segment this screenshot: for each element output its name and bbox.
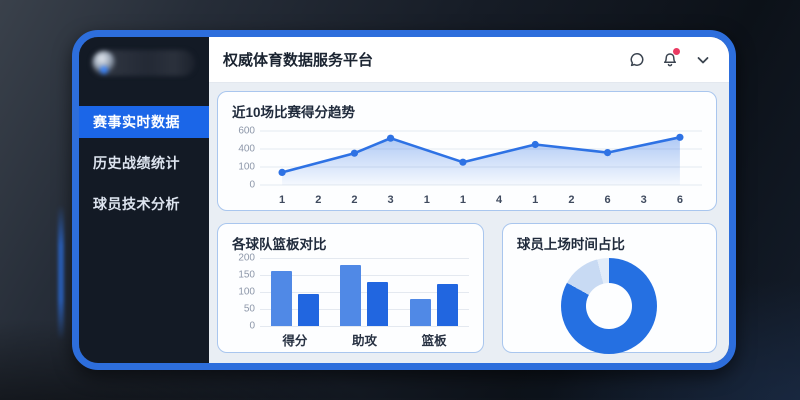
line-chart-plot bbox=[260, 126, 702, 190]
y-tick-label: 0 bbox=[249, 320, 255, 332]
line-chart-card: 近10场比赛得分趋势 600 400 100 0 1 2 2 3 1 1 4 1 2 6 3 6 bbox=[217, 91, 717, 211]
y-tick-label: 200 bbox=[238, 252, 255, 264]
y-tick-label: 100 bbox=[238, 286, 255, 298]
logo-glow bbox=[93, 51, 115, 73]
line-data-point bbox=[386, 134, 395, 142]
bar-chart-plot bbox=[260, 258, 469, 327]
line-data-point bbox=[531, 140, 539, 149]
bar-chart-x-axis: 得分 助攻 篮板 bbox=[260, 326, 469, 348]
line-data-point bbox=[278, 168, 286, 176]
y-tick-label: 150 bbox=[238, 269, 255, 281]
bar-chart-card: 各球队篮板对比 200 150 100 50 0 得分 助攻 篮板 bbox=[217, 223, 484, 353]
chevron-down-icon[interactable] bbox=[694, 51, 711, 68]
sidebar-item-1[interactable]: 历史战绩统计 bbox=[93, 155, 180, 171]
notification-badge bbox=[673, 48, 680, 55]
bar-group-2 bbox=[399, 258, 469, 326]
x-tick-label: 2 bbox=[315, 194, 322, 206]
grid-line bbox=[260, 326, 469, 327]
page-title: 权威体育数据服务平台 bbox=[223, 52, 374, 69]
line-chart-title: 近10场比赛得分趋势 bbox=[232, 105, 356, 120]
notification-bell-icon[interactable] bbox=[661, 48, 680, 68]
bar-category-label: 助攻 bbox=[351, 334, 377, 348]
main-panel: 权威体育数据服务平台 bbox=[209, 37, 729, 363]
x-tick-label: 1 bbox=[532, 194, 539, 206]
x-tick-label: 6 bbox=[676, 194, 683, 206]
line-chart-x-axis: 1 2 2 3 1 1 4 1 2 6 3 6 bbox=[260, 190, 702, 207]
sidebar-menu: 赛事实时数据历史战绩统计 球员技术分析 bbox=[79, 106, 209, 220]
bar-group-0 bbox=[260, 258, 330, 326]
bar-group-1 bbox=[330, 258, 400, 326]
donut-hole bbox=[586, 283, 633, 329]
line-data-point bbox=[350, 149, 359, 157]
donut-chart-title: 球员上场时间占比 bbox=[516, 237, 625, 252]
line-chart-y-axis: 600 400 100 0 bbox=[232, 125, 260, 191]
line-data-point bbox=[603, 149, 612, 157]
bar-series-2 bbox=[367, 281, 389, 326]
donut-chart-card: 球员上场时间占比 bbox=[501, 223, 717, 354]
bar-series-1 bbox=[410, 298, 432, 326]
dashboard-content: 近10场比赛得分趋势 600 400 100 0 1 2 2 3 1 1 4 1 2 6 3 6 各球队篮板… bbox=[209, 83, 729, 363]
message-icon[interactable] bbox=[628, 51, 645, 68]
line-chart: 600 400 100 0 1 2 2 3 1 1 4 1 2 6 3 6 bbox=[232, 126, 702, 207]
x-tick-label: 6 bbox=[604, 194, 611, 206]
x-tick-label: 3 bbox=[640, 194, 647, 206]
header-actions bbox=[628, 48, 711, 68]
y-tick-label: 50 bbox=[243, 303, 255, 315]
bar-chart: 200 150 100 50 0 得分 助攻 篮板 bbox=[232, 253, 469, 348]
x-tick-label: 1 bbox=[279, 194, 286, 206]
bar-series-2 bbox=[297, 293, 319, 326]
header: 权威体育数据服务平台 bbox=[209, 37, 729, 83]
line-data-point bbox=[676, 133, 684, 141]
bar-chart-title: 各球队篮板对比 bbox=[232, 237, 327, 252]
bar-category-label: 篮板 bbox=[421, 334, 447, 348]
app-window: 赛事实时数据历史战绩统计 球员技术分析 权威体育数据服务平台 bbox=[72, 30, 736, 370]
bar-series-1 bbox=[340, 265, 362, 326]
x-tick-label: 3 bbox=[387, 194, 394, 206]
donut-ring bbox=[561, 258, 658, 354]
grid-line bbox=[260, 275, 469, 276]
y-tick-label: 600 bbox=[238, 125, 255, 137]
y-tick-label: 400 bbox=[238, 143, 255, 155]
sidebar-item-0[interactable]: 赛事实时数据 bbox=[79, 106, 209, 138]
bar-series-2 bbox=[437, 283, 459, 326]
grid-line bbox=[260, 292, 469, 293]
bottom-row: 各球队篮板对比 200 150 100 50 0 得分 助攻 篮板 球员上场时间占比 bbox=[217, 223, 717, 354]
x-tick-label: 1 bbox=[459, 194, 466, 206]
sidebar-item-2[interactable]: 球员技术分析 bbox=[93, 196, 180, 212]
logo-dot bbox=[100, 66, 108, 74]
x-tick-label: 4 bbox=[496, 194, 503, 206]
grid-line bbox=[260, 309, 469, 310]
donut-chart bbox=[517, 258, 702, 354]
x-tick-label: 2 bbox=[568, 194, 575, 206]
y-tick-label: 100 bbox=[238, 161, 255, 173]
x-tick-label: 1 bbox=[423, 194, 430, 206]
app-logo bbox=[91, 50, 195, 76]
line-data-point bbox=[459, 158, 467, 166]
bar-columns bbox=[260, 258, 469, 326]
line-chart-svg bbox=[260, 130, 702, 186]
grid-line bbox=[260, 258, 469, 259]
bar-series-1 bbox=[270, 270, 292, 326]
bar-chart-y-axis: 200 150 100 50 0 bbox=[232, 253, 260, 332]
y-tick-label: 0 bbox=[249, 179, 255, 191]
x-tick-label: 2 bbox=[351, 194, 358, 206]
background-streak bbox=[58, 205, 64, 340]
sidebar: 赛事实时数据历史战绩统计 球员技术分析 bbox=[79, 37, 209, 363]
bar-category-label: 得分 bbox=[282, 334, 308, 348]
